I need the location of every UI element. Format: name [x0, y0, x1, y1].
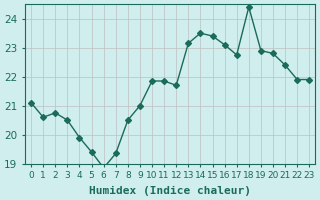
X-axis label: Humidex (Indice chaleur): Humidex (Indice chaleur)	[89, 186, 251, 196]
